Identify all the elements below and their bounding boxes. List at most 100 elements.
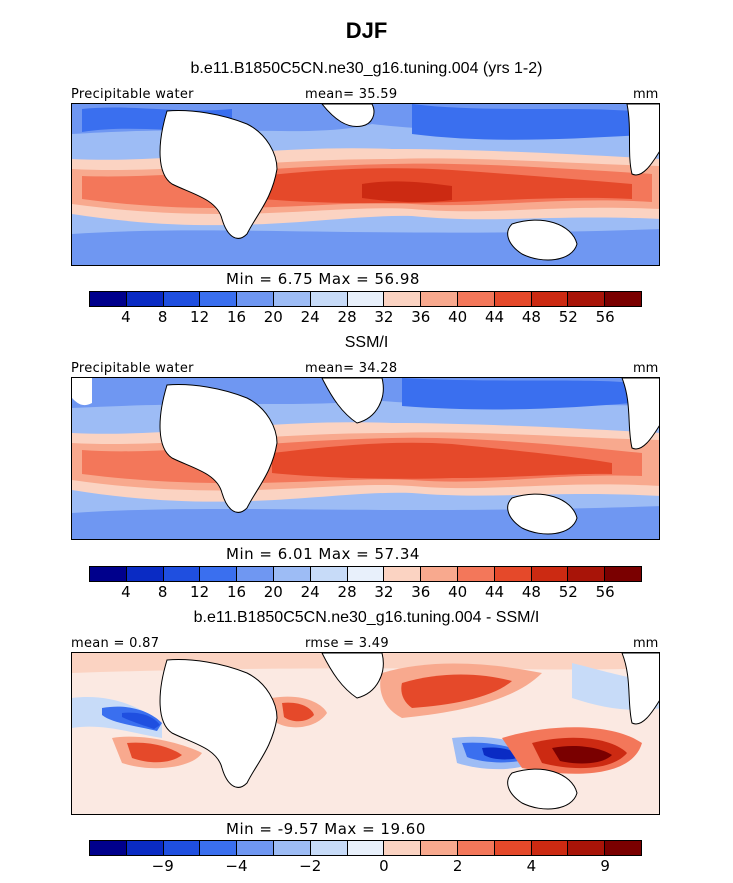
cbar1-tick: 20 [263, 308, 283, 326]
cbar1-tick: 24 [300, 308, 320, 326]
cbar1-tick: 36 [411, 308, 431, 326]
cbar2-tick: 28 [337, 583, 357, 601]
panel1-mean-label: mean= 35.59 [305, 87, 398, 102]
cbar3-swatch [494, 841, 532, 855]
cbar1-swatch [237, 292, 274, 306]
panel1-colorbar-ticks: 4 8 12 16 20 24 28 32 36 40 44 48 52 56 [89, 308, 642, 328]
cbar2-swatch [531, 567, 569, 581]
cbar3-swatch [384, 841, 422, 855]
cbar2-tick: 8 [157, 583, 168, 601]
cbar2-swatch [200, 567, 238, 581]
panel3-subtitle: b.e11.B1850C5CN.ne30_g16.tuning.004 - SS… [193, 609, 540, 626]
cbar1-swatch [421, 292, 458, 306]
panel3-colorbar [89, 840, 642, 856]
panel2-map-svg [72, 378, 659, 539]
cbar2-tick: 52 [558, 583, 578, 601]
panel3-colorbar-ticks: −9 −4 −2 0 2 4 9 [89, 857, 642, 877]
cbar2-swatch [347, 567, 385, 581]
cbar3-tick: 0 [379, 857, 389, 875]
cbar2-swatch [568, 567, 606, 581]
panel3-rmse-label: rmse = 3.49 [305, 636, 389, 651]
panel2-units-label: mm [633, 361, 659, 376]
cbar2-tick: 44 [484, 583, 505, 601]
cbar2-tick: 12 [190, 583, 210, 601]
cbar3-tick: 4 [526, 857, 537, 875]
panel2-colorbar [89, 566, 642, 582]
panel2-mean-label: mean= 34.28 [305, 361, 398, 376]
cbar2-swatch [237, 567, 274, 581]
cbar1-tick: 40 [448, 308, 468, 326]
panel1-map-svg [72, 104, 659, 265]
cbar2-tick: 20 [263, 583, 283, 601]
cbar2-tick: 24 [300, 583, 320, 601]
cbar2-swatch [163, 567, 201, 581]
cbar2-tick: 36 [411, 583, 431, 601]
cbar1-tick: 28 [337, 308, 357, 326]
panel3-mean-label: mean = 0.87 [71, 636, 160, 651]
cbar3-swatch [163, 841, 201, 855]
cbar1-swatch [90, 292, 127, 306]
cbar3-tick: −9 [151, 857, 174, 875]
cbar1-swatch [531, 292, 569, 306]
cbar3-swatch [347, 841, 385, 855]
panel2-minmax: Min = 6.01 Max = 57.34 [226, 545, 420, 563]
cbar1-tick: 52 [558, 308, 578, 326]
cbar2-swatch [126, 567, 164, 581]
cbar2-swatch [605, 567, 641, 581]
cbar1-tick: 16 [226, 308, 247, 326]
panel1-variable-label: Precipitable water [71, 87, 194, 102]
cbar2-tick: 40 [448, 583, 468, 601]
cbar3-swatch [200, 841, 238, 855]
cbar3-swatch [605, 841, 641, 855]
panel1-subtitle: b.e11.B1850C5CN.ne30_g16.tuning.004 (yrs… [190, 60, 543, 77]
cbar2-tick: 16 [226, 583, 247, 601]
panel2-colorbar-ticks: 4 8 12 16 20 24 28 32 36 40 44 48 52 56 [89, 583, 642, 603]
cbar1-tick: 4 [121, 308, 131, 326]
cbar1-tick: 12 [190, 308, 210, 326]
cbar3-swatch [273, 841, 311, 855]
cbar3-swatch [237, 841, 274, 855]
cbar3-tick: −4 [225, 857, 248, 875]
cbar1-swatch [347, 292, 385, 306]
cbar1-tick: 44 [484, 308, 505, 326]
cbar1-tick: 32 [374, 308, 394, 326]
cbar2-tick: 48 [521, 583, 541, 601]
cbar2-swatch [273, 567, 311, 581]
cbar1-swatch [163, 292, 201, 306]
panel3-minmax: Min = -9.57 Max = 19.60 [226, 820, 426, 838]
cbar2-tick: 56 [595, 583, 615, 601]
cbar3-tick: 9 [600, 857, 610, 875]
cbar1-swatch [200, 292, 238, 306]
cbar1-swatch [310, 292, 348, 306]
panel1-map [71, 103, 660, 266]
cbar2-swatch [384, 567, 422, 581]
cbar3-swatch [568, 841, 606, 855]
cbar2-swatch [494, 567, 532, 581]
panel1-minmax: Min = 6.75 Max = 56.98 [226, 270, 420, 288]
cbar3-tick: −2 [299, 857, 322, 875]
cbar1-tick: 56 [595, 308, 615, 326]
figure-title: DJF [345, 18, 388, 43]
cbar2-tick: 4 [121, 583, 131, 601]
cbar1-swatch [494, 292, 532, 306]
panel1-colorbar [89, 291, 642, 307]
cbar1-swatch [273, 292, 311, 306]
cbar3-swatch [457, 841, 495, 855]
cbar3-swatch [126, 841, 164, 855]
cbar2-tick: 32 [374, 583, 394, 601]
cbar1-swatch [605, 292, 641, 306]
cbar1-swatch [126, 292, 164, 306]
cbar2-swatch [90, 567, 127, 581]
panel1-units-label: mm [633, 87, 659, 102]
cbar3-tick: 2 [452, 857, 463, 875]
cbar1-tick: 48 [521, 308, 541, 326]
cbar2-swatch [421, 567, 458, 581]
cbar1-tick: 8 [157, 308, 168, 326]
panel2-variable-label: Precipitable water [71, 361, 194, 376]
cbar3-swatch [531, 841, 569, 855]
cbar3-swatch [310, 841, 348, 855]
cbar3-swatch [90, 841, 127, 855]
panel3-map-svg [72, 653, 659, 814]
cbar1-swatch [457, 292, 495, 306]
cbar1-swatch [384, 292, 422, 306]
